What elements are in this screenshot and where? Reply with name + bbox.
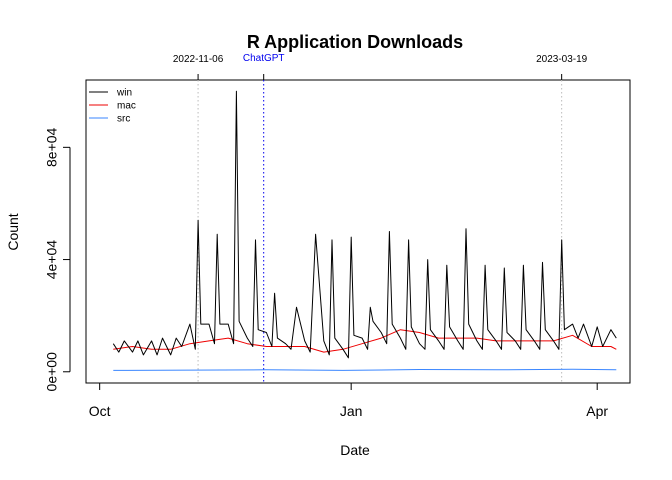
x-tick-label: Jan: [340, 403, 363, 419]
y-tick-label: 0e+00: [44, 352, 60, 392]
annotation-layer: 2022-11-06 ChatGPT 2023-03-19: [173, 53, 588, 383]
legend-label-src: src: [117, 114, 130, 125]
chart-title: R Application Downloads: [247, 32, 463, 52]
x-tick-label: Apr: [586, 403, 608, 419]
annotation-label: ChatGPT: [243, 53, 285, 64]
annotation-label: 2022-11-06: [173, 54, 224, 65]
x-tick-label: Oct: [89, 403, 111, 419]
y-tick-label: 8e+04: [44, 127, 60, 167]
x-axis: Oct Jan Apr: [89, 382, 608, 419]
y-axis: 0e+00 4e+04 8e+04: [44, 127, 71, 392]
series-line-mac: [113, 329, 617, 353]
y-axis-title: Count: [5, 213, 21, 250]
y-tick-label: 4e+04: [44, 240, 60, 280]
series-line-win: [112, 90, 617, 359]
annotation-label: 2023-03-19: [536, 54, 588, 65]
legend-label-mac: mac: [117, 101, 136, 112]
x-axis-title: Date: [340, 442, 370, 458]
legend-label-win: win: [116, 88, 132, 99]
series-layer: [112, 90, 617, 371]
legend: win mac src: [89, 88, 136, 125]
series-line-src: [113, 368, 617, 371]
plot-frame: [85, 79, 631, 384]
